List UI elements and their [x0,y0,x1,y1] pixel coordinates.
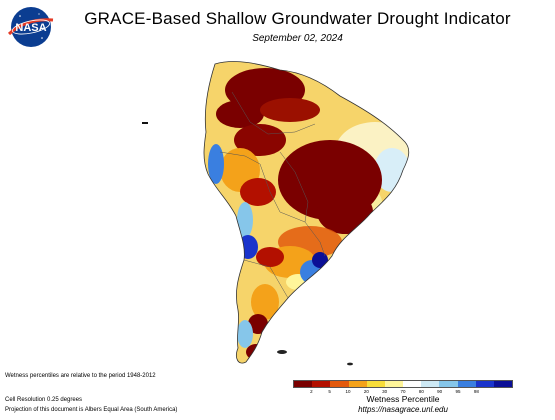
projection-note: Projection of this document is Albers Eq… [5,407,178,413]
legend-ticks: 2 5 10 20 30 70 80 90 95 98 [293,389,513,397]
legend-tick-label: 30 [382,389,388,394]
legend-tick-label: 20 [363,389,369,394]
legend-swatch [421,381,440,387]
legend-swatch [403,381,422,387]
legend-swatch [294,381,313,387]
legend-color-bar [293,380,513,388]
legend: 2 5 10 20 30 70 80 90 95 98 Wetness Percentile ht… [293,380,513,416]
galapagos-islands [142,122,148,124]
legend-tick-label: 90 [437,389,443,394]
legend-tick-label: 70 [400,389,406,394]
legend-swatch [330,381,349,387]
legend-swatch [312,381,331,387]
legend-tick-label: 98 [473,389,479,394]
legend-tick-label: 5 [328,389,331,394]
south-america-drought-map [142,61,410,366]
map-date: September 02, 2024 [252,33,343,44]
legend-swatch [384,381,404,387]
legend-title: Wetness Percentile [366,394,440,404]
drought-shading [204,61,409,364]
page-title: GRACE-Based Shallow Groundwater Drought … [84,9,511,28]
resolution-note: Cell Resolution 0.25 degrees [5,397,83,403]
legend-swatch [348,381,367,387]
legend-tick-label: 80 [418,389,424,394]
legend-tick-label: 95 [455,389,461,394]
nasa-logo-text: NASA [15,22,46,34]
source-url[interactable]: https://nasagrace.unl.edu [358,405,448,414]
falkland-islands [277,350,287,354]
legend-swatch [475,381,494,387]
continent-outline [203,61,410,364]
nasa-logo: NASA [7,7,54,47]
legend-swatch [493,381,513,387]
legend-swatch [439,381,458,387]
south-georgia-island [347,362,353,366]
legend-swatch [457,381,476,387]
legend-swatch [366,381,385,387]
country-borders [219,91,326,299]
legend-tick-label: 10 [345,389,351,394]
period-note: Wetness percentiles are relative to the … [5,373,156,379]
legend-tick-label: 2 [310,389,313,394]
